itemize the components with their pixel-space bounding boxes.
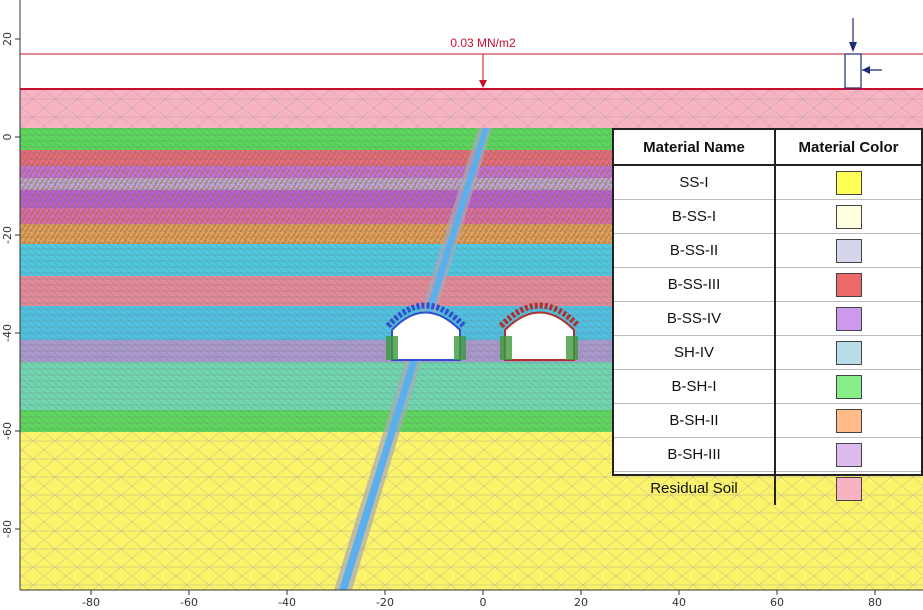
boundary-condition-marker — [844, 18, 882, 89]
x-tick-label: -80 — [82, 596, 100, 609]
y-tick-label: -40 — [1, 324, 14, 342]
y-tick-label: 0 — [1, 134, 14, 141]
x-tick-label: 0 — [480, 596, 487, 609]
tunnel-right — [498, 302, 581, 361]
load-label: 0.03 MN/m2 — [450, 36, 516, 50]
layer-top-white — [20, 0, 923, 88]
x-tick-label: 80 — [868, 596, 882, 609]
legend-material-color — [775, 369, 921, 404]
legend-material-name: B-SS-I — [614, 199, 776, 234]
legend-material-name: B-SS-II — [614, 233, 776, 268]
color-swatch — [835, 204, 862, 229]
legend-material-name: SH-IV — [614, 335, 776, 370]
legend-row: Residual Soil — [614, 471, 921, 505]
y-tick-label: -60 — [1, 422, 14, 440]
legend-material-color — [775, 301, 921, 336]
legend-row: B-SH-III — [614, 437, 921, 472]
legend-row: B-SS-I — [614, 199, 921, 234]
x-tick-label: 60 — [770, 596, 784, 609]
x-axis: -80 -60 -40 -20 0 20 40 60 80 — [0, 589, 923, 610]
x-tick-group: -80 -60 -40 -20 0 20 40 60 80 — [82, 590, 882, 609]
legend-row: B-SS-II — [614, 233, 921, 268]
legend-material-name: Residual Soil — [614, 471, 776, 505]
legend-material-color — [775, 164, 921, 200]
color-swatch — [835, 408, 862, 433]
x-tick-label: -60 — [180, 596, 198, 609]
legend-header-color: Material Color — [775, 130, 921, 166]
legend-material-name: B-SH-I — [614, 369, 776, 404]
legend-material-color — [775, 335, 921, 370]
color-swatch — [835, 374, 862, 399]
legend-row: B-SS-III — [614, 267, 921, 302]
legend-material-color — [775, 233, 921, 268]
x-tick-label: 40 — [672, 596, 686, 609]
tunnel-left — [385, 302, 467, 361]
legend-material-name: B-SH-III — [614, 437, 776, 472]
y-tick-label: -80 — [1, 520, 14, 538]
y-axis: 20 0 -20 -40 -60 -80 — [0, 0, 21, 610]
load-arrow-head — [479, 80, 487, 88]
legend-material-color — [775, 471, 921, 505]
legend-row: B-SH-II — [614, 403, 921, 438]
legend-header-name: Material Name — [614, 130, 776, 166]
legend-material-color — [775, 267, 921, 302]
y-tick-group: 20 0 -20 -40 -60 -80 — [1, 32, 20, 538]
legend-material-name: B-SS-III — [614, 267, 776, 302]
legend-material-color — [775, 403, 921, 438]
legend-row: SH-IV — [614, 335, 921, 370]
legend-material-name: SS-I — [614, 164, 776, 200]
y-tick-label: 20 — [1, 32, 14, 46]
color-swatch — [835, 272, 862, 297]
legend-row: SS-I — [614, 164, 921, 200]
x-tick-label: 20 — [574, 596, 588, 609]
distributed-load: 0.03 MN/m2 — [20, 36, 923, 88]
x-tick-label: -20 — [376, 596, 394, 609]
legend-header-row: Material Name Material Color — [614, 130, 921, 166]
legend-row: B-SH-I — [614, 369, 921, 404]
legend-material-name: B-SH-II — [614, 403, 776, 438]
legend-body: SS-I B-SS-I B-SS-II B-SS-III B-SS-IV SH-IV B-S… — [614, 164, 921, 505]
material-legend: Material Name Material Color SS-I B-SS-I B… — [612, 128, 923, 505]
y-tick-label: -20 — [1, 226, 14, 244]
legend-material-name: B-SS-IV — [614, 301, 776, 336]
x-tick-label: -40 — [278, 596, 296, 609]
color-swatch — [835, 340, 862, 365]
legend-table: Material Name Material Color SS-I B-SS-I B… — [614, 130, 921, 505]
legend-material-color — [775, 437, 921, 472]
legend-row: B-SS-IV — [614, 301, 921, 336]
color-swatch — [835, 476, 862, 501]
color-swatch — [835, 170, 862, 195]
legend-material-color — [775, 199, 921, 234]
color-swatch — [835, 238, 862, 263]
color-swatch — [835, 306, 862, 331]
color-swatch — [835, 442, 862, 467]
